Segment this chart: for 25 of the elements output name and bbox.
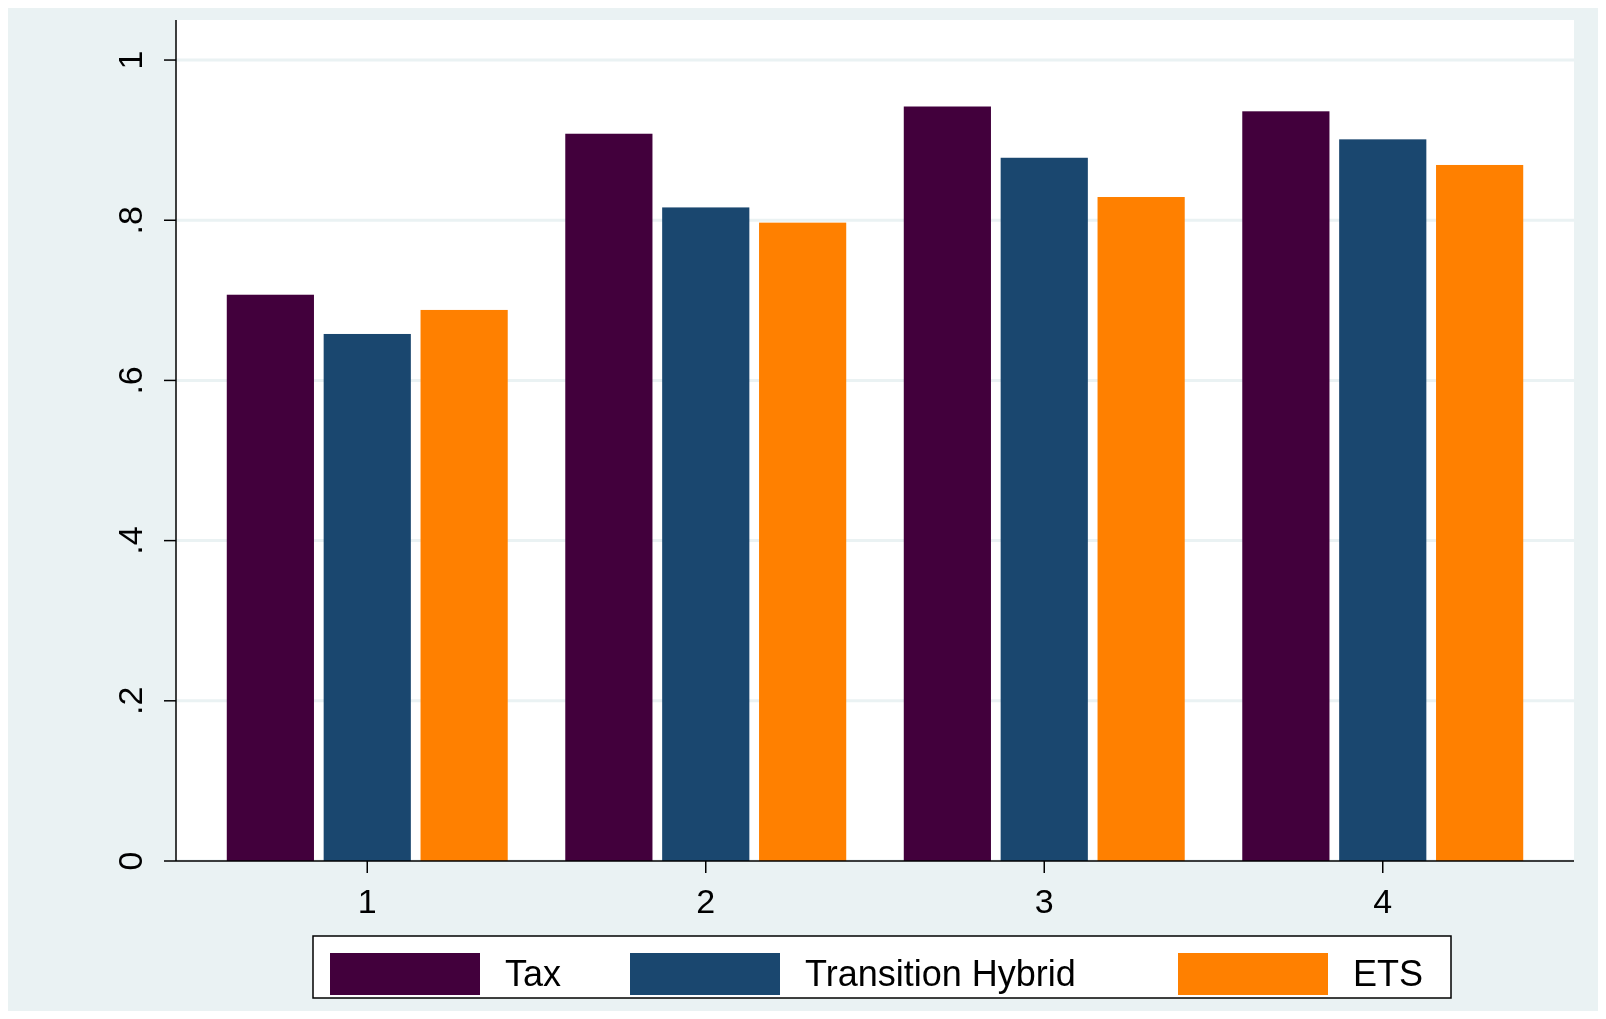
y-tick-label: .4 <box>111 526 149 555</box>
y-tick-label: .6 <box>111 366 149 395</box>
bar <box>226 294 314 861</box>
bar <box>1097 197 1185 861</box>
legend-label: ETS <box>1353 953 1424 994</box>
x-tick-label: 3 <box>1034 882 1054 920</box>
legend-label: Tax <box>505 953 562 994</box>
legend-label: Transition Hybrid <box>805 953 1076 994</box>
bar <box>759 222 847 861</box>
bar <box>1000 157 1088 861</box>
y-tick-label: .8 <box>111 206 149 235</box>
bar <box>662 207 750 861</box>
bar <box>1339 139 1427 861</box>
bar <box>1436 164 1524 861</box>
y-tick-label: 1 <box>111 50 149 70</box>
bar <box>565 133 653 861</box>
bar <box>420 309 508 861</box>
bar <box>323 333 411 861</box>
y-tick-label: 0 <box>111 851 149 871</box>
bar <box>1242 111 1330 861</box>
y-tick-label: .2 <box>111 686 149 715</box>
x-tick-label: 4 <box>1373 882 1393 920</box>
bar <box>903 106 991 861</box>
x-tick-label: 1 <box>357 882 377 920</box>
x-tick-label: 2 <box>696 882 716 920</box>
